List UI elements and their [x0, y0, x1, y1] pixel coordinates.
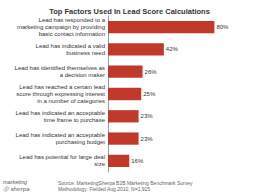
svg-text:25%: 25% — [143, 91, 156, 97]
svg-text:basic contact information: basic contact information — [39, 31, 105, 37]
svg-text:Lead has potential for large d: Lead has potential for large deal — [19, 154, 105, 160]
svg-text:16%: 16% — [131, 158, 144, 164]
svg-text:Lead has identified themselves: Lead has identified themselves as — [15, 65, 105, 71]
svg-text:42%: 42% — [166, 46, 179, 52]
svg-text:business need: business need — [66, 50, 105, 56]
svg-text:23%: 23% — [141, 136, 154, 142]
svg-text:in a number of categories: in a number of categories — [37, 98, 105, 104]
svg-text:marketing campaign by providin: marketing campaign by providing — [17, 24, 105, 30]
svg-text:Top Factors Used In Lead Score: Top Factors Used In Lead Score Calculati… — [49, 7, 210, 16]
svg-text:size: size — [94, 161, 105, 167]
svg-text:score through expressing inter: score through expressing interest — [16, 91, 105, 97]
svg-text:Lead has indicated an acceptab: Lead has indicated an acceptable — [16, 132, 106, 138]
svg-text:Lead has indicated an acceptab: Lead has indicated an acceptable — [16, 110, 106, 116]
svg-text:26%: 26% — [145, 69, 158, 75]
svg-text:Methodology: Fielded Aug 2010,: Methodology: Fielded Aug 2010, N=1,915 — [58, 186, 150, 192]
svg-text:Source: MarketingSherpa B2B Ma: Source: MarketingSherpa B2B Marketing Be… — [58, 180, 193, 186]
svg-text:marketing: marketing — [3, 179, 28, 185]
svg-text:80%: 80% — [216, 24, 229, 30]
svg-text:purchasing budget: purchasing budget — [56, 139, 106, 145]
svg-text:Lead has reached a certain lea: Lead has reached a certain lead — [19, 84, 105, 90]
svg-text:Lead has indicated a valid: Lead has indicated a valid — [36, 43, 105, 49]
svg-text:time frame to purchase: time frame to purchase — [44, 117, 106, 123]
svg-text:23%: 23% — [141, 113, 154, 119]
svg-text:a decision maker: a decision maker — [60, 72, 105, 78]
svg-text:Lead has responded to a: Lead has responded to a — [39, 17, 106, 23]
svg-text:Ⓢ sherpa: Ⓢ sherpa — [3, 186, 30, 193]
